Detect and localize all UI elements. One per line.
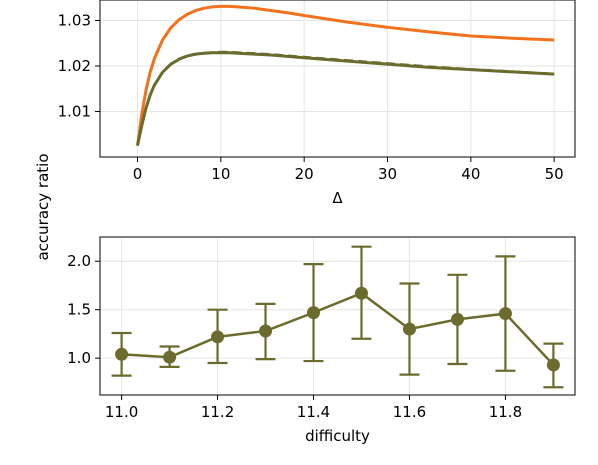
x-tick-label: 11.8 <box>489 403 522 421</box>
x-tick-label: 11.2 <box>201 403 234 421</box>
data-point <box>115 347 129 361</box>
x-tick-label: 10 <box>211 165 230 183</box>
data-point <box>498 307 512 321</box>
y-tick-label: 1.01 <box>58 102 91 120</box>
y-tick-label: 1.03 <box>58 11 91 29</box>
y-tick-label: 1.02 <box>58 57 91 75</box>
data-point <box>259 324 273 338</box>
y-tick-label: 1.0 <box>67 349 91 367</box>
x-tick-label: 11.6 <box>393 403 426 421</box>
shared-y-axis-label: accuracy ratio <box>34 153 52 260</box>
x-tick-label: 0 <box>133 165 143 183</box>
x-axis-label: difficulty <box>305 427 370 445</box>
x-tick-label: 11.4 <box>297 403 330 421</box>
x-tick-label: 40 <box>461 165 480 183</box>
data-point <box>307 306 321 320</box>
data-point <box>402 322 416 336</box>
y-tick-label: 2.0 <box>67 252 91 270</box>
x-tick-label: 30 <box>378 165 397 183</box>
plot-frame <box>99 0 576 158</box>
data-point <box>163 350 177 364</box>
series-line-2 <box>136 50 555 146</box>
data-point <box>354 286 368 300</box>
x-tick-label: 50 <box>545 165 564 183</box>
data-point <box>211 330 225 344</box>
bottom-chart-panel: 11.0 11.2 11.4 11.6 11.8 1.0 1.5 2.0 difficulty <box>67 236 576 445</box>
data-point <box>450 312 464 326</box>
data-point <box>546 358 560 372</box>
y-tick-label: 1.5 <box>67 301 91 319</box>
series-line-0 <box>136 4 555 146</box>
x-tick-label: 11.0 <box>105 403 138 421</box>
top-chart-panel: 0 10 20 30 40 50 1.01 1.02 1.03 Δ <box>58 0 576 207</box>
x-axis-label: Δ <box>332 189 343 207</box>
x-tick-label: 20 <box>295 165 314 183</box>
plot-frame <box>99 236 576 396</box>
series-line-1 <box>136 51 555 146</box>
series-line <box>121 291 555 366</box>
